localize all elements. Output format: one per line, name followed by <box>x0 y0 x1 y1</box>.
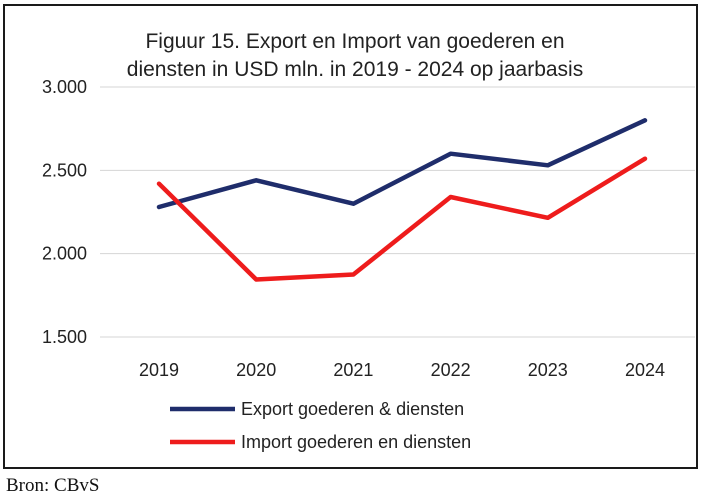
chart-title-line-2: diensten in USD mln. in 2019 - 2024 op j… <box>126 58 584 81</box>
x-tick-label: 2023 <box>528 360 568 380</box>
y-tick-label: 3.000 <box>42 77 87 97</box>
series-line-import <box>156 156 648 282</box>
chart-frame: 1.500 2.000 2.500 3.000 2019 2020 2021 2022 202… <box>3 4 698 469</box>
y-tick-label: 2.000 <box>42 244 87 264</box>
chart-title-line-1: Figuur 15. Export en Import van goederen… <box>145 30 565 53</box>
gridlines <box>100 86 695 338</box>
x-tick-label: 2022 <box>431 360 471 380</box>
series-lines <box>156 118 648 282</box>
chart-canvas: 1.500 2.000 2.500 3.000 2019 2020 2021 2022 202… <box>42 77 695 452</box>
y-axis-ticks: 1.500 2.000 2.500 3.000 <box>42 77 87 347</box>
source-note: Bron: CBvS <box>6 475 100 496</box>
x-tick-label: 2021 <box>333 360 373 380</box>
x-tick-label: 2024 <box>625 360 665 380</box>
legend: Export goederen & diensten Import goedere… <box>170 399 471 452</box>
x-tick-label: 2019 <box>139 360 179 380</box>
y-tick-label: 2.500 <box>42 160 87 180</box>
x-axis-ticks: 2019 2020 2021 2022 2023 2024 <box>139 360 665 380</box>
legend-label: Import goederen en diensten <box>241 432 471 452</box>
legend-label: Export goederen & diensten <box>241 399 464 419</box>
series-line-export <box>156 118 648 210</box>
x-tick-label: 2020 <box>236 360 276 380</box>
y-tick-label: 1.500 <box>42 327 87 347</box>
